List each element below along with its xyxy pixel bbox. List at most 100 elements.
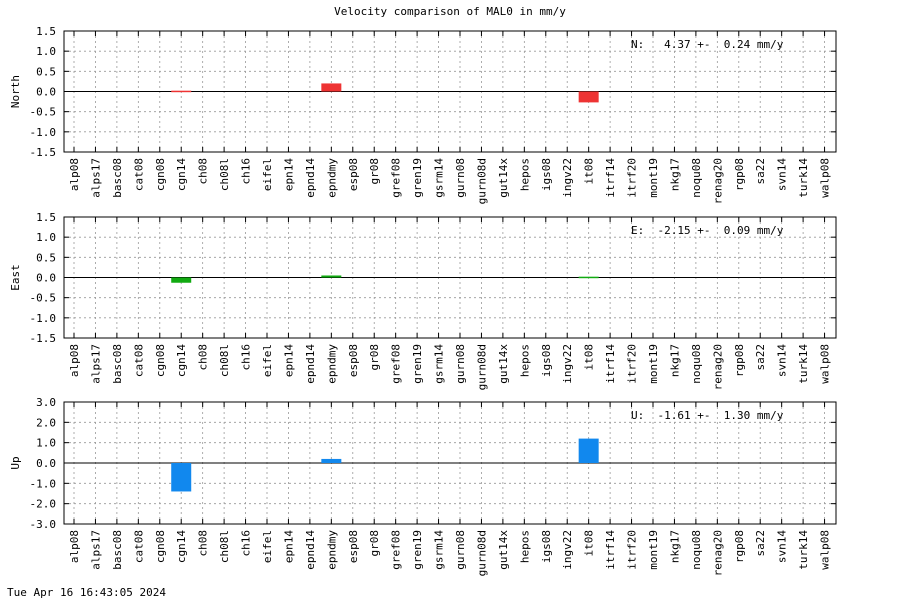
x-tick-label: it08 xyxy=(583,344,596,371)
x-tick-label: gref08 xyxy=(390,344,403,384)
x-tick-label: cat08 xyxy=(132,158,145,191)
y-axis-label: East xyxy=(9,264,22,291)
x-tick-label: sa22 xyxy=(754,344,767,371)
y-tick-label: -2.0 xyxy=(30,498,57,511)
x-tick-label: alps17 xyxy=(89,344,102,384)
x-tick-label: gren19 xyxy=(411,158,424,198)
x-tick-label: gurn08 xyxy=(454,344,467,384)
y-tick-label: 3.0 xyxy=(36,396,56,409)
x-tick-label: cgn14 xyxy=(175,344,188,377)
y-tick-label: -1.0 xyxy=(30,126,57,139)
y-tick-label: -1.0 xyxy=(30,477,57,490)
x-tick-label: nkg17 xyxy=(668,530,681,563)
x-tick-label: gsrm14 xyxy=(433,530,446,570)
bar-it08 xyxy=(578,438,599,463)
x-tick-label: cat08 xyxy=(132,530,145,563)
x-tick-label: gurn08 xyxy=(454,530,467,570)
x-tick-label: ingv22 xyxy=(561,158,574,198)
x-tick-label: nkg17 xyxy=(668,344,681,377)
x-tick-label: cat08 xyxy=(132,344,145,377)
x-tick-label: gref08 xyxy=(390,530,403,570)
y-tick-label: 0.0 xyxy=(36,272,56,285)
velocity-annotation: N: 4.37 +- 0.24 mm/y xyxy=(631,38,784,51)
bar-it08 xyxy=(578,276,599,279)
x-tick-label: renag20 xyxy=(711,158,724,204)
y-tick-label: 1.0 xyxy=(36,437,56,450)
x-tick-label: gurn08d xyxy=(475,158,488,204)
x-tick-label: epnd14 xyxy=(304,158,317,198)
x-tick-label: gurn08 xyxy=(454,158,467,198)
x-tick-label: alp08 xyxy=(68,344,81,377)
x-tick-label: gr08 xyxy=(368,158,381,185)
x-tick-label: basc08 xyxy=(111,344,124,384)
x-tick-label: ch08 xyxy=(197,158,210,185)
bar-epndmy xyxy=(321,83,342,92)
x-tick-label: gut14x xyxy=(497,530,510,570)
x-tick-label: gref08 xyxy=(390,158,403,198)
x-tick-label: noqu08 xyxy=(690,158,703,198)
x-tick-label: gr08 xyxy=(368,344,381,371)
chart-title: Velocity comparison of MAL0 in mm/y xyxy=(334,5,566,18)
x-tick-label: cgn14 xyxy=(175,530,188,563)
x-tick-label: basc08 xyxy=(111,158,124,198)
x-tick-label: itrf20 xyxy=(626,344,639,384)
x-tick-label: epndmy xyxy=(325,530,338,570)
x-tick-label: rgp08 xyxy=(733,530,746,563)
y-axis-label: Up xyxy=(9,456,22,469)
x-tick-label: renag20 xyxy=(711,530,724,576)
x-tick-label: alps17 xyxy=(89,158,102,198)
x-tick-label: alp08 xyxy=(68,530,81,563)
x-tick-label: renag20 xyxy=(711,344,724,390)
x-tick-label: cgn08 xyxy=(154,530,167,563)
x-tick-label: walp08 xyxy=(819,530,832,570)
x-tick-label: alp08 xyxy=(68,158,81,191)
y-tick-label: -0.5 xyxy=(30,106,57,119)
x-tick-label: gut14x xyxy=(497,158,510,198)
x-tick-label: it08 xyxy=(583,158,596,185)
x-tick-label: ch16 xyxy=(240,530,253,557)
x-tick-label: esp08 xyxy=(347,158,360,191)
chart-panel-east: 1.5 1.0 0.5 0.0 -0.5 -1.0 -1.5 alp08 alps17 basc0… xyxy=(9,211,837,390)
x-tick-label: alps17 xyxy=(89,530,102,570)
x-tick-label: esp08 xyxy=(347,530,360,563)
x-tick-label: ch16 xyxy=(240,344,253,371)
y-tick-label: -1.0 xyxy=(30,312,57,325)
x-tick-label: gr08 xyxy=(368,530,381,557)
x-tick-label: mont19 xyxy=(647,530,660,570)
x-tick-label: nkg17 xyxy=(668,158,681,191)
x-tick-label: gren19 xyxy=(411,344,424,384)
x-tick-label: turk14 xyxy=(797,344,810,384)
x-tick-label: hepos xyxy=(518,344,531,377)
x-tick-label: turk14 xyxy=(797,158,810,198)
x-tick-label: it08 xyxy=(583,530,596,557)
x-tick-label: ch08l xyxy=(218,530,231,563)
y-tick-label: -1.5 xyxy=(30,146,57,159)
y-tick-label: 1.5 xyxy=(36,25,56,38)
x-tick-label: noqu08 xyxy=(690,344,703,384)
x-tick-label: svn14 xyxy=(776,344,789,377)
x-tick-label: hepos xyxy=(518,158,531,191)
x-tick-label: epnd14 xyxy=(304,344,317,384)
x-tick-label: gurn08d xyxy=(475,344,488,390)
y-tick-label: 0.5 xyxy=(36,251,56,264)
x-tick-label: itrf14 xyxy=(604,530,617,570)
x-tick-label: ingv22 xyxy=(561,344,574,384)
timestamp: Tue Apr 16 16:43:05 2024 xyxy=(7,586,166,599)
x-tick-label: mont19 xyxy=(647,344,660,384)
x-tick-label: hepos xyxy=(518,530,531,563)
x-tick-label: eifel xyxy=(261,530,274,563)
y-tick-label: -3.0 xyxy=(30,518,57,531)
x-tick-label: svn14 xyxy=(776,158,789,191)
x-tick-label: ch08l xyxy=(218,158,231,191)
x-tick-label: itrf20 xyxy=(626,158,639,198)
x-tick-label: ch08 xyxy=(197,530,210,557)
x-tick-label: eifel xyxy=(261,158,274,191)
x-tick-label: itrf14 xyxy=(604,158,617,198)
velocity-annotation: E: -2.15 +- 0.09 mm/y xyxy=(631,224,784,237)
y-tick-label: 1.0 xyxy=(36,45,56,58)
y-tick-label: 0.0 xyxy=(36,86,56,99)
x-tick-label: epn14 xyxy=(282,344,295,377)
chart-panel-up: 3.0 2.0 1.0 0.0 -1.0 -2.0 -3.0 alp08 alps17 basc0… xyxy=(9,396,837,576)
x-tick-label: igs08 xyxy=(540,530,553,563)
